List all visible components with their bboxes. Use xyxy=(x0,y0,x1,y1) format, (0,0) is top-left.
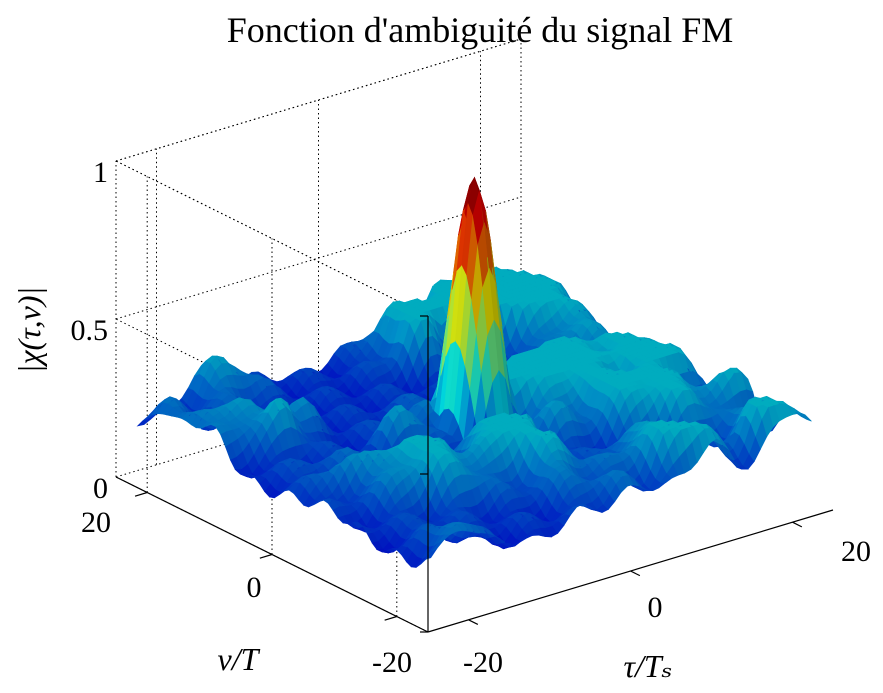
y-tick-mark-1 xyxy=(259,553,273,559)
y-tick-label-0: -20 xyxy=(372,646,412,679)
grid-z-right-2 xyxy=(115,38,522,162)
z-tick-label-1: 0.5 xyxy=(71,314,109,347)
x-tick-mark-2 xyxy=(792,521,803,528)
x-tick-mark-1 xyxy=(630,570,641,577)
y-axis-label: ν/T xyxy=(218,641,261,677)
grid-z-right-1 xyxy=(115,196,522,320)
x-tick-label-2: 20 xyxy=(841,535,871,568)
x-tick-label-0: -20 xyxy=(463,646,503,679)
z-tick-label-0: 0 xyxy=(93,472,108,505)
z-tick-label-2: 1 xyxy=(93,156,108,189)
chart-title: Fonction d'ambiguité du signal FM xyxy=(227,10,733,50)
surface-layer xyxy=(136,176,812,568)
x-tick-mark-0 xyxy=(468,619,479,625)
y-tick-label-1: 0 xyxy=(247,571,262,604)
x-axis-label: τ/Tₛ xyxy=(624,648,673,684)
y-tick-mark-0 xyxy=(384,615,397,621)
z-axis-label: |χ(τ,ν)| xyxy=(11,287,47,374)
y-tick-mark-2 xyxy=(134,491,148,497)
y-tick-label-2: 20 xyxy=(81,506,111,539)
x-tick-label-1: 0 xyxy=(648,591,663,624)
